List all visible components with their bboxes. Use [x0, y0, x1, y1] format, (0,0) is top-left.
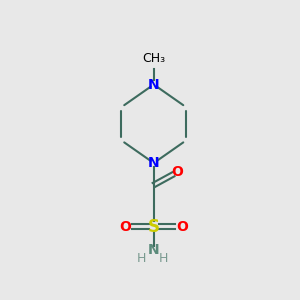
Text: O: O: [119, 220, 131, 234]
Text: N: N: [148, 156, 160, 170]
Text: H: H: [136, 252, 146, 265]
Text: O: O: [171, 165, 183, 179]
Text: N: N: [148, 243, 160, 257]
Text: N: N: [148, 77, 160, 92]
Text: S: S: [148, 218, 160, 236]
Text: H: H: [158, 252, 168, 265]
Text: O: O: [176, 220, 188, 234]
Text: CH₃: CH₃: [142, 52, 165, 65]
